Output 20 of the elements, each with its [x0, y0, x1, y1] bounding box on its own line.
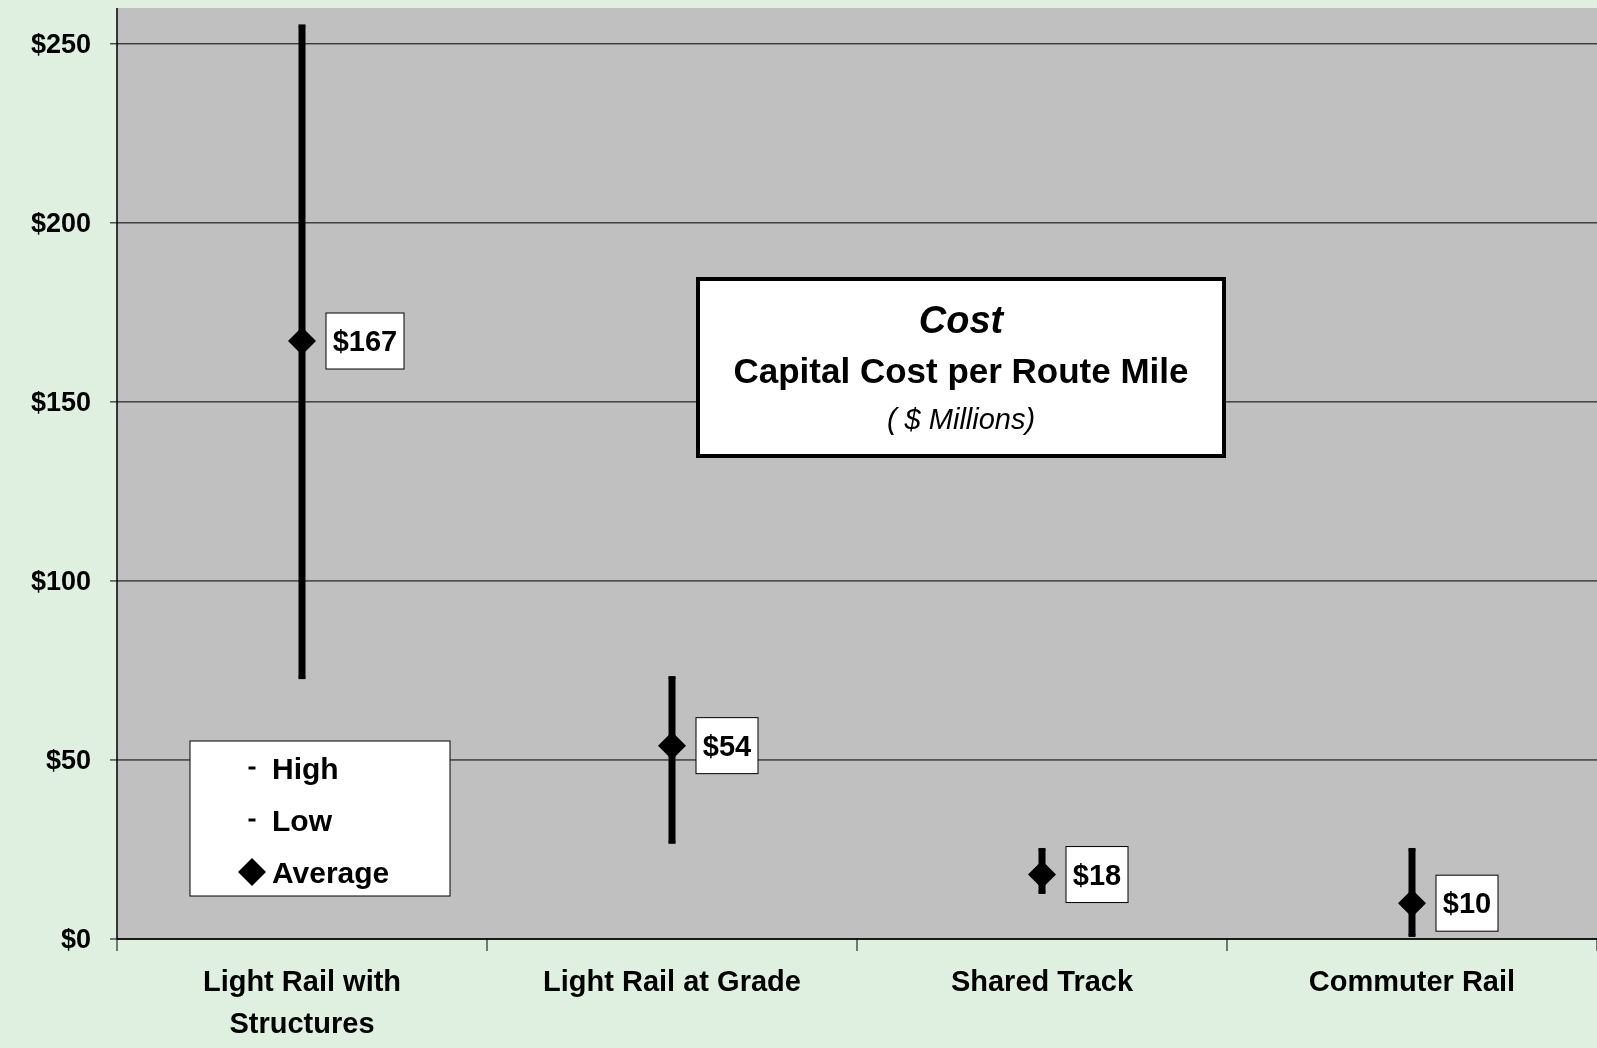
y-tick-label: $50 [45, 745, 91, 776]
annotation: ( $ Millions) [886, 403, 1036, 436]
legend-label: High [272, 751, 339, 785]
x-tick-label: Light Rail at Grade [543, 965, 801, 997]
data-label: $10 [1442, 887, 1492, 920]
x-tick-label: Commuter Rail [1308, 965, 1516, 997]
title-box: Cost Capital Cost per Route Mile ( $ Millions) [696, 277, 1226, 458]
legend-label: Average [272, 855, 390, 889]
x-tick-label: Shared Track [950, 965, 1134, 997]
legend-label: Low [272, 803, 333, 837]
data-label: $167 [332, 325, 398, 358]
data-label: $54 [702, 729, 752, 762]
y-tick-label: $0 [60, 924, 91, 955]
y-tick-label: $150 [30, 387, 91, 418]
data-label: $18 [1072, 858, 1122, 891]
y-tick-label: $200 [30, 208, 91, 239]
x-tick-label: Light Rail with Structures [202, 965, 402, 1039]
y-tick-label: $250 [30, 29, 91, 60]
point [1028, 860, 1056, 889]
y-tick-label: $100 [30, 566, 91, 597]
